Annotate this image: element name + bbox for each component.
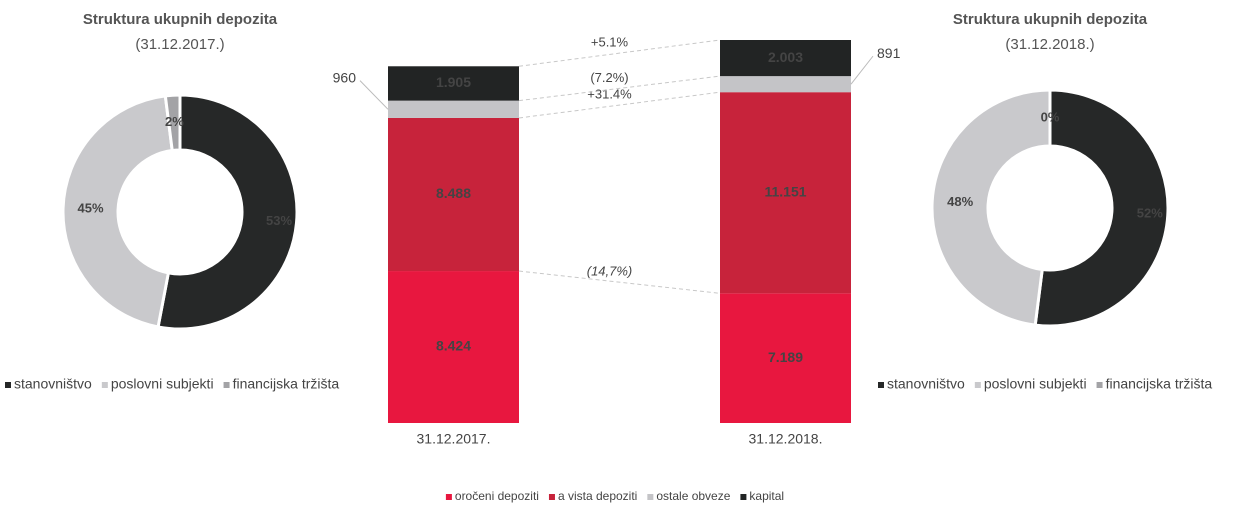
- bar-segment: [388, 66, 519, 101]
- legend-marker: [647, 494, 654, 500]
- data-label: 2.003: [768, 49, 803, 65]
- legend-label: oročeni depoziti: [455, 489, 539, 503]
- pie-slice: [1033, 88, 1170, 328]
- legend-marker: [548, 494, 555, 500]
- bar-segment: [720, 293, 851, 423]
- chart-title: Struktura ukupnih depozita: [83, 11, 278, 28]
- x-tick-label: 31.12.2017.: [417, 431, 491, 447]
- legend-label: stanovništvo: [887, 376, 965, 392]
- pie-slice: [930, 88, 1052, 327]
- data-label: 891: [877, 45, 901, 61]
- bar-segment: [720, 92, 851, 294]
- data-label: 48%: [947, 194, 973, 209]
- connector-line: [518, 75, 721, 102]
- data-label: 53%: [266, 213, 292, 228]
- legend-marker: [1096, 382, 1103, 388]
- bar-segment: [388, 271, 519, 423]
- legend-label: kapital: [749, 489, 784, 503]
- legend-marker: [878, 382, 884, 388]
- data-label: 7.189: [768, 349, 803, 365]
- data-label: 8.488: [436, 185, 471, 201]
- bar-segment: [388, 100, 519, 118]
- data-label: 8.424: [436, 338, 471, 354]
- connector-line: [518, 91, 721, 119]
- pie-slice: [163, 93, 182, 153]
- pie-slice: [61, 94, 174, 329]
- legend-marker: [5, 382, 11, 388]
- chart-subtitle: (31.12.2017.): [135, 36, 224, 53]
- data-label: 2%: [165, 114, 184, 129]
- data-label: 960: [333, 69, 357, 85]
- data-label: 45%: [78, 201, 104, 216]
- legend-label: ostale obveze: [656, 489, 730, 503]
- leader-line: [359, 80, 389, 110]
- data-label: 52%: [1137, 206, 1163, 221]
- bar-segment: [720, 40, 851, 77]
- legend-marker: [223, 382, 230, 388]
- legend-label: a vista depoziti: [558, 489, 637, 503]
- chart-subtitle: (31.12.2018.): [1005, 36, 1094, 53]
- legend-label: poslovni subjekti: [984, 376, 1087, 392]
- legend-marker: [974, 382, 981, 388]
- bar-segment: [388, 117, 519, 272]
- change-label: +5.1%: [591, 35, 629, 50]
- legend-marker: [101, 382, 108, 388]
- data-label: 11.151: [764, 183, 806, 199]
- legend-label: financijska tržišta: [233, 376, 340, 392]
- legend-label: financijska tržišta: [1106, 376, 1213, 392]
- leader-line: [850, 55, 874, 85]
- x-tick-label: 31.12.2018.: [749, 431, 823, 447]
- change-label: (7.2%): [590, 70, 628, 85]
- legend-label: poslovni subjekti: [111, 376, 214, 392]
- data-label: 1.905: [436, 74, 471, 90]
- data-label: 0%: [1041, 109, 1060, 124]
- pie-slice: [156, 93, 299, 331]
- legend-marker: [445, 494, 452, 500]
- change-label: (14,7%): [587, 264, 633, 279]
- chart-title: Struktura ukupnih depozita: [953, 11, 1148, 28]
- legend-marker: [740, 494, 747, 500]
- change-label: +31.4%: [587, 87, 632, 102]
- connector-line: [518, 39, 721, 67]
- legend-label: stanovništvo: [14, 376, 92, 392]
- connector-line: [518, 270, 721, 294]
- bar-segment: [720, 76, 851, 93]
